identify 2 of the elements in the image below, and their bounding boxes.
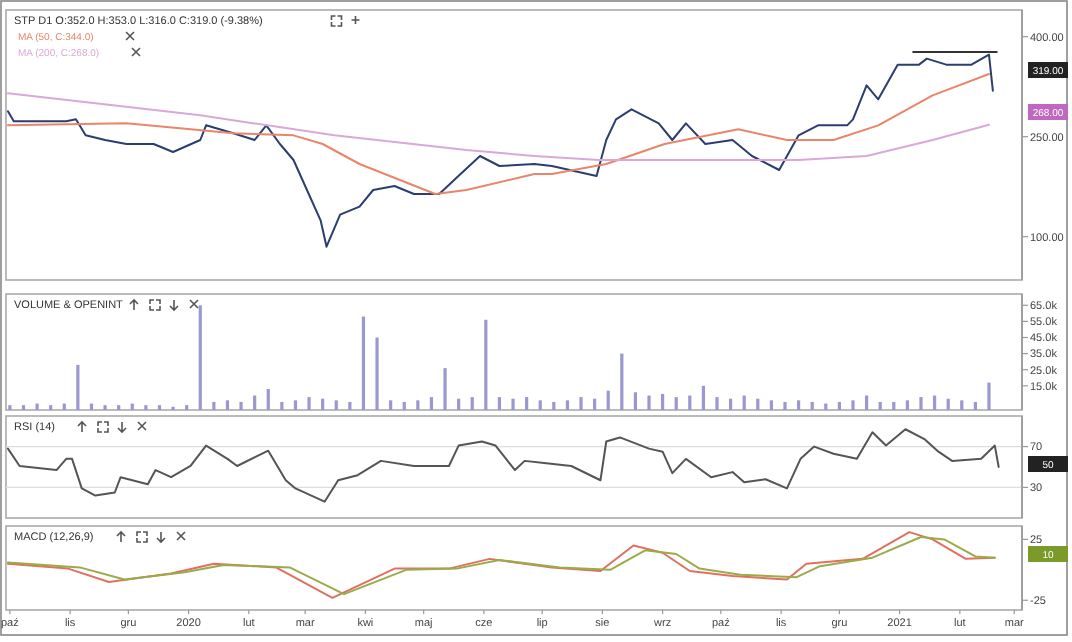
line-series xyxy=(6,92,990,161)
line-series xyxy=(6,73,990,195)
